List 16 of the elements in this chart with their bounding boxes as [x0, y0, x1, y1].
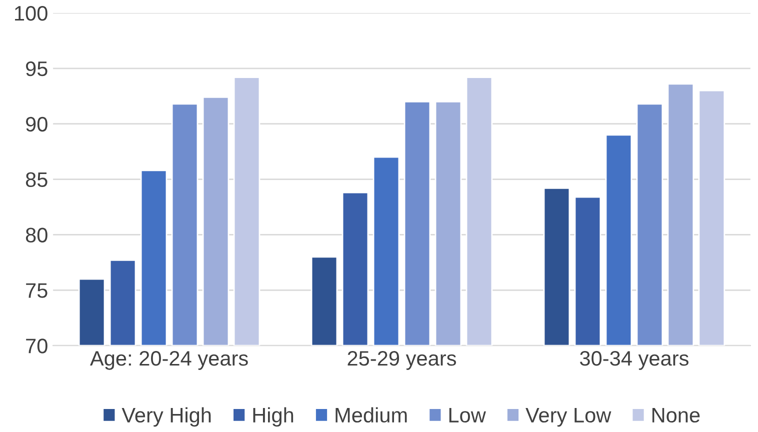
x-tick-label: Age: 20-24 years	[90, 351, 248, 370]
legend-label: Very High	[122, 407, 211, 427]
legend-label: Low	[449, 408, 486, 423]
legend-label: None	[652, 408, 700, 423]
y-tick-label: 75	[26, 283, 48, 298]
y-tick-label: 95	[26, 61, 48, 76]
y-tick-label: 90	[26, 116, 48, 132]
y-tick-label: 85	[26, 172, 48, 188]
y-tick-label: 80	[26, 228, 48, 242]
x-tick-label: 30-34 years	[580, 351, 688, 370]
legend-label: High	[253, 407, 294, 427]
legend-label: Medium	[336, 407, 407, 423]
y-tick-label: 70	[26, 338, 48, 354]
y-tick-label: 100	[15, 6, 48, 21]
legend-label: Very Low	[526, 408, 612, 427]
x-tick-label: 25-29 years	[348, 351, 456, 370]
